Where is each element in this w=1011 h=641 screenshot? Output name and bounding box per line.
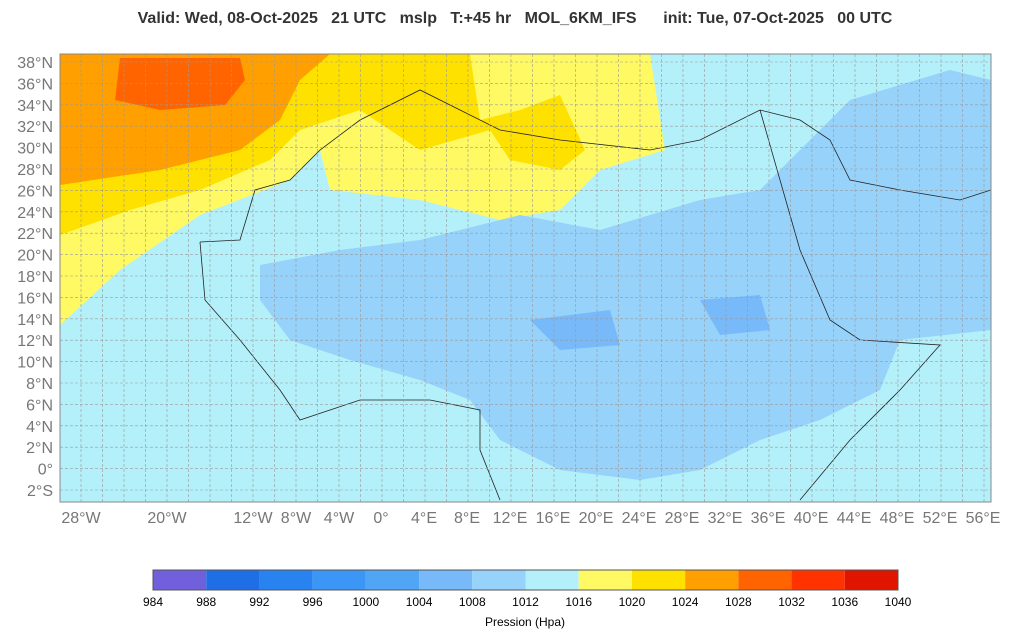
colorbar-swatch (206, 570, 260, 590)
graticule (60, 54, 991, 502)
lat-label: 16°N (17, 290, 53, 307)
map-field (60, 54, 991, 502)
colorbar-swatch (419, 570, 473, 590)
colorbar-frame (152, 569, 899, 591)
map-frame (59, 53, 992, 503)
lon-label: 32°E (708, 510, 743, 527)
lat-label: 4°N (26, 419, 53, 436)
lon-label: 12°E (493, 510, 528, 527)
lon-label: 20°W (147, 510, 187, 527)
lat-label: 36°N (17, 76, 53, 93)
colorbar-swatch (365, 570, 420, 590)
lat-label: 34°N (17, 98, 53, 115)
colorbar-swatch (791, 570, 845, 590)
lat-label: 10°N (17, 355, 53, 372)
lon-label: 16°E (536, 510, 571, 527)
lon-label: 24°E (622, 510, 657, 527)
colorbar-tick: 1036 (831, 595, 858, 609)
lat-label: 22°N (17, 226, 53, 243)
lon-label: 36°E (751, 510, 786, 527)
lon-label: 56°E (966, 510, 1001, 527)
colorbar-tick: 1000 (353, 595, 380, 609)
colorbar-swatch (312, 570, 366, 590)
field-1004 (530, 295, 770, 350)
lat-label: 14°N (17, 312, 53, 329)
lat-label: 0° (38, 462, 53, 479)
lon-label: 40°E (794, 510, 829, 527)
colorbar-tick: 1028 (725, 595, 752, 609)
lat-label: 18°N (17, 269, 53, 286)
colorbar-swatch (685, 570, 739, 590)
lon-label: 0° (373, 510, 388, 527)
lon-label: 48°E (880, 510, 915, 527)
field-1008 (260, 70, 991, 480)
lon-label: 4°E (411, 510, 437, 527)
lon-label: 4°W (324, 510, 355, 527)
lon-label: 20°E (579, 510, 614, 527)
lat-label: 28°N (17, 162, 53, 179)
colorbar-tick: 1032 (778, 595, 805, 609)
lat-label: 26°N (17, 183, 53, 200)
lat-label: 6°N (26, 397, 53, 414)
colorbar-swatch (472, 570, 526, 590)
coastline (199, 89, 991, 501)
lat-label: 8°N (26, 376, 53, 393)
lon-label: 52°E (923, 510, 958, 527)
colorbar-tick: 1012 (512, 595, 539, 609)
lon-label: 8°W (281, 510, 312, 527)
lat-label: 24°N (17, 205, 53, 222)
colorbar-swatch (844, 570, 898, 590)
lon-label: 8°E (454, 510, 480, 527)
colorbar-tick: 1016 (565, 595, 592, 609)
colorbar-tick: 984 (143, 595, 163, 609)
lat-label: 30°N (17, 141, 53, 158)
colorbar-tick: 996 (303, 595, 323, 609)
lat-label: 2°S (27, 483, 53, 500)
colorbar-tick: 1020 (619, 595, 646, 609)
colorbar-label: Pression (Hpa) (485, 615, 565, 629)
field-1028 (115, 58, 245, 110)
colorbar-swatch (525, 570, 579, 590)
colorbar-tick: 1008 (459, 595, 486, 609)
colorbar: 984 988 992 996 1000 1004 1008 1012 1016 1020 1024… (143, 569, 912, 609)
colorbar-swatch (578, 570, 632, 590)
colorbar-tick: 1024 (672, 595, 699, 609)
lat-labels: 38°N 36°N 34°N 32°N 30°N 28°N 26°N 24°N 22°N 20°N… (17, 55, 53, 500)
lat-label: 38°N (17, 55, 53, 72)
colorbar-swatch (631, 570, 686, 590)
title: Valid: Wed, 08-Oct-2025 21 UTC mslp T:+4… (138, 10, 893, 27)
lon-label: 12°W (233, 510, 273, 527)
lon-label: 28°W (61, 510, 101, 527)
lat-label: 12°N (17, 333, 53, 350)
lon-label: 28°E (665, 510, 700, 527)
lat-label: 20°N (17, 248, 53, 265)
colorbar-tick: 992 (249, 595, 269, 609)
colorbar-swatch (153, 570, 207, 590)
lat-label: 32°N (17, 119, 53, 136)
lon-labels: 28°W 20°W 12°W 8°W 4°W 0° 4°E 8°E 12°E 16°E 20°E 24… (61, 510, 1000, 527)
colorbar-tick: 988 (196, 595, 216, 609)
colorbar-swatch (738, 570, 792, 590)
colorbar-tick: 1040 (885, 595, 912, 609)
colorbar-swatch (259, 570, 313, 590)
colorbar-tick: 1004 (406, 595, 433, 609)
lat-label: 2°N (26, 440, 53, 457)
lon-label: 44°E (837, 510, 872, 527)
